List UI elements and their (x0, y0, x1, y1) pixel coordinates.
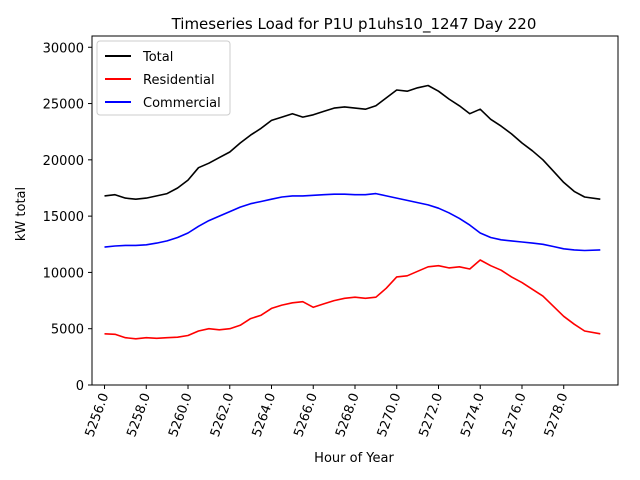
y-tick-label: 5000 (51, 323, 84, 338)
series-line-residential (104, 259, 601, 340)
y-tick-label: 25000 (43, 98, 84, 113)
series-line-commercial (104, 192, 601, 252)
y-axis: 0 5000 10000 15000 20000 25000 30000 (43, 41, 92, 394)
series-line-total (104, 84, 601, 200)
legend-box (96, 40, 231, 116)
y-tick-label: 0 (76, 379, 84, 394)
y-tick-label: 15000 (43, 210, 84, 225)
y-tick-label: 10000 (43, 266, 84, 281)
chart-title: Timeseries Load for P1U p1uhs10_1247 Day… (171, 15, 537, 34)
y-axis-label: kW total (14, 187, 29, 241)
legend-label-residential: Residential (143, 73, 215, 88)
legend-label-commercial: Commercial (143, 96, 221, 111)
y-tick-label: 30000 (43, 41, 84, 56)
legend-label-total: Total (142, 50, 173, 65)
x-axis-label: Hour of Year (314, 451, 394, 466)
y-tick-label: 20000 (43, 154, 84, 169)
series-layer (104, 84, 601, 340)
legend: Total Residential Commercial (96, 40, 231, 116)
